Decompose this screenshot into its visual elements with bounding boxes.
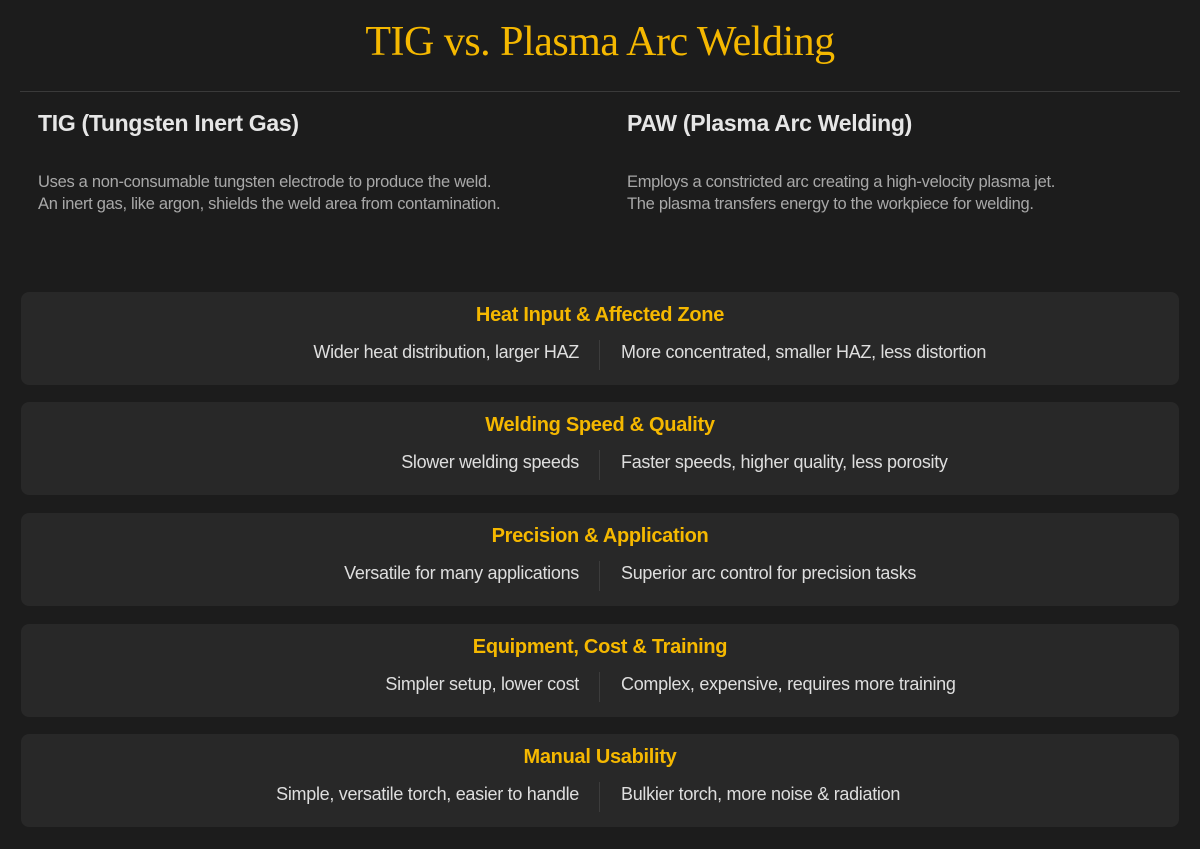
- paw-value: Superior arc control for precision tasks: [621, 563, 917, 583]
- paw-desc-line-2: The plasma transfers energy to the workp…: [627, 195, 1034, 213]
- category-title: Equipment, Cost & Training: [472, 636, 728, 658]
- column-divider: [599, 561, 600, 591]
- tig-description: Uses a non-consumable tungsten electrode…: [38, 171, 618, 215]
- column-divider: [599, 782, 600, 812]
- category-title: Welding Speed & Quality: [485, 414, 715, 436]
- paw-value: Bulkier torch, more noise & radiation: [621, 784, 901, 804]
- comparison-card: Manual Usability Simple, versatile torch…: [21, 734, 1179, 827]
- paw-value: More concentrated, smaller HAZ, less dis…: [621, 342, 987, 362]
- category-title: Precision & Application: [491, 525, 709, 547]
- tig-desc-line-2: An inert gas, like argon, shields the we…: [38, 195, 501, 213]
- paw-description: Employs a constricted arc creating a hig…: [627, 171, 1200, 215]
- category-title: Heat Input & Affected Zone: [475, 304, 725, 326]
- divider: [20, 91, 1180, 92]
- category-title: Manual Usability: [523, 746, 677, 768]
- tig-value: Versatile for many applications: [344, 563, 579, 583]
- paw-heading: PAW (Plasma Arc Welding): [627, 110, 913, 136]
- comparison-card: Precision & Application Versatile for ma…: [21, 513, 1179, 606]
- tig-heading: TIG (Tungsten Inert Gas): [38, 110, 299, 136]
- comparison-card: Equipment, Cost & Training Simpler setup…: [21, 624, 1179, 717]
- tig-value: Slower welding speeds: [401, 452, 579, 472]
- tig-value: Simple, versatile torch, easier to handl…: [276, 784, 579, 804]
- paw-desc-line-1: Employs a constricted arc creating a hig…: [627, 173, 1056, 191]
- comparison-card: Heat Input & Affected Zone Wider heat di…: [21, 292, 1179, 385]
- page-title: TIG vs. Plasma Arc Welding: [365, 19, 835, 65]
- column-divider: [599, 672, 600, 702]
- paw-column: PAW (Plasma Arc Welding) Employs a const…: [627, 110, 1200, 215]
- column-divider: [599, 450, 600, 480]
- tig-desc-line-1: Uses a non-consumable tungsten electrode…: [38, 173, 492, 191]
- paw-value: Complex, expensive, requires more traini…: [621, 674, 956, 694]
- tig-column: TIG (Tungsten Inert Gas) Uses a non-cons…: [38, 110, 618, 215]
- comparison-card: Welding Speed & Quality Slower welding s…: [21, 402, 1179, 495]
- column-divider: [599, 340, 600, 370]
- tig-value: Wider heat distribution, larger HAZ: [313, 342, 579, 362]
- paw-value: Faster speeds, higher quality, less poro…: [621, 452, 948, 472]
- tig-value: Simpler setup, lower cost: [385, 674, 579, 694]
